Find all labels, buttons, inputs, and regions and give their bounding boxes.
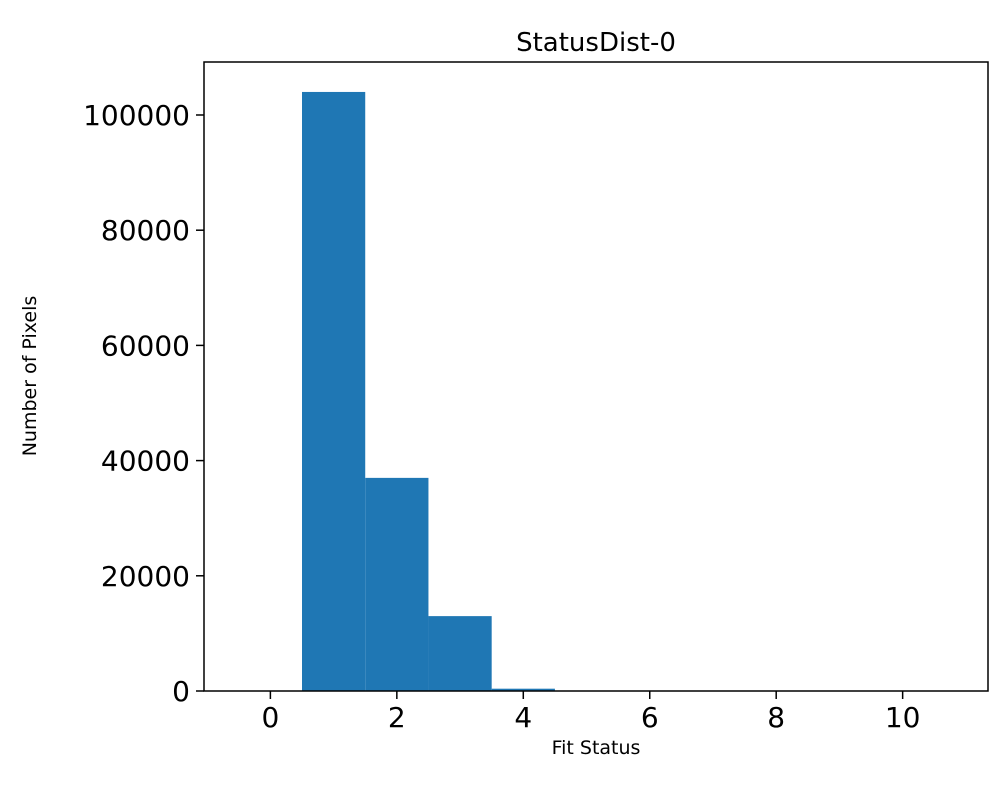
chart-title: StatusDist-0	[516, 28, 676, 58]
histogram-bar	[428, 616, 492, 691]
plot-border	[203, 61, 989, 692]
y-axis-ticks: 0 20000 40000 60000 80000 100000	[83, 99, 204, 708]
y-tick-label: 80000	[101, 214, 190, 247]
x-tick-label: 6	[641, 701, 659, 734]
y-tick-label: 100000	[83, 99, 190, 132]
y-tick-label: 60000	[101, 329, 190, 362]
histogram-bar	[365, 477, 429, 691]
histogram-bar	[302, 91, 366, 691]
x-tick-label: 2	[388, 701, 406, 734]
histogram-bar	[491, 688, 555, 691]
x-axis-label: Fit Status	[551, 737, 641, 759]
y-tick-label: 40000	[101, 445, 190, 478]
x-tick-label: 8	[767, 701, 785, 734]
histogram-bars	[302, 91, 555, 691]
x-axis-ticks: 0 2 4 6 8 10	[261, 691, 920, 734]
y-tick-label: 20000	[101, 560, 190, 593]
x-tick-label: 0	[261, 701, 279, 734]
x-tick-label: 10	[885, 701, 921, 734]
y-tick-label: 0	[172, 675, 190, 708]
x-tick-label: 4	[514, 701, 532, 734]
